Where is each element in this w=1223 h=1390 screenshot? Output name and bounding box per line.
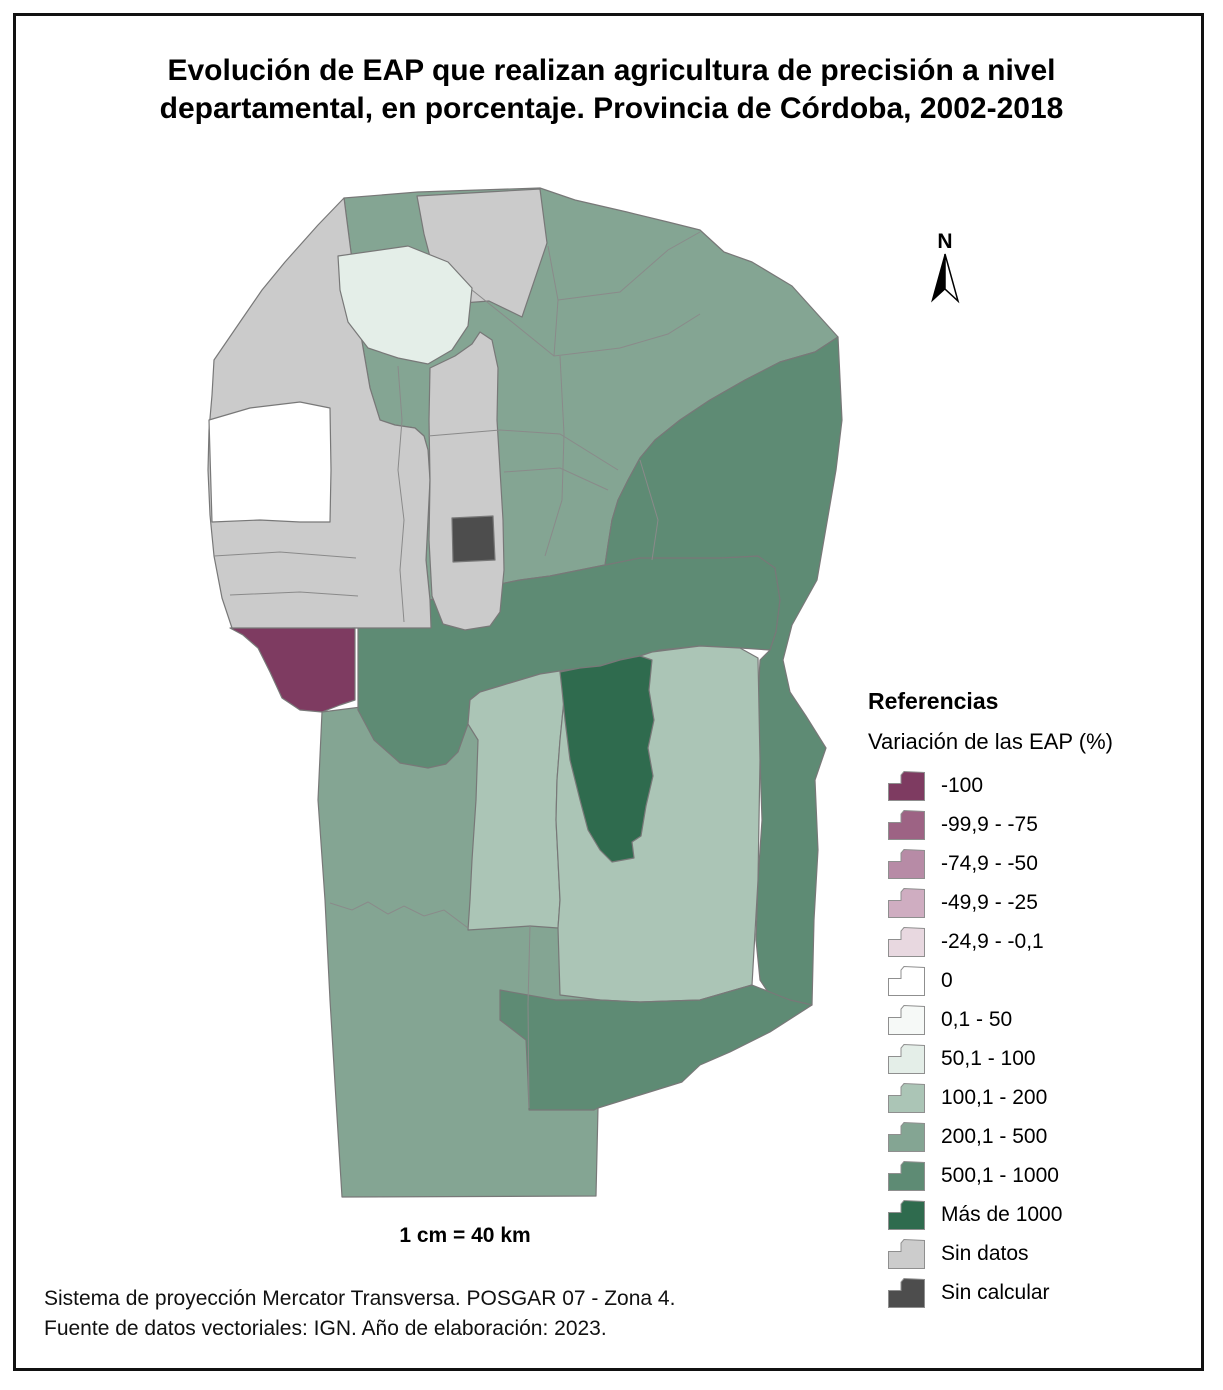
map-border-line-12	[527, 925, 531, 1109]
legend-swatch-shape	[888, 888, 925, 918]
legend-swatch-shape	[888, 1278, 925, 1308]
legend-swatch-icon	[888, 1161, 925, 1191]
legend-item-label: 0,1 - 50	[941, 1008, 1013, 1031]
legend-item-10: 500,1 - 1000	[888, 1161, 1198, 1191]
legend-item-label: 50,1 - 100	[941, 1047, 1036, 1070]
legend-item-label: Más de 1000	[941, 1203, 1063, 1226]
map-region-west-white-region	[208, 401, 332, 523]
legend-item-12: Sin datos	[888, 1239, 1198, 1269]
legend-subtitle: Variación de las EAP (%)	[868, 729, 1113, 754]
legend-swatch-shape	[888, 927, 925, 957]
footnote-source: Fuente de datos vectoriales: IGN. Año de…	[44, 1317, 607, 1340]
map-region-center-west-light-band	[467, 669, 567, 931]
title-line-1: Evolución de EAP que realizan agricultur…	[167, 54, 1056, 87]
legend-swatch-shape	[888, 1122, 925, 1152]
legend-item-label: 200,1 - 500	[941, 1125, 1048, 1148]
title-line-2: departamental, en porcentaje. Provincia …	[159, 92, 1064, 125]
map-border-line-8	[639, 459, 659, 561]
legend-item-0: -100	[888, 771, 1198, 801]
legend-swatch-shape	[888, 1239, 925, 1269]
map-region-southwest-purple-region	[229, 627, 356, 713]
legend-swatch-icon	[888, 888, 925, 918]
legend-item-1: -99,9 - -75	[888, 810, 1198, 840]
map-border-line-1	[557, 231, 701, 301]
legend-item-6: 0,1 - 50	[888, 1005, 1198, 1035]
map-scale-text: 1 cm = 40 km	[399, 1224, 531, 1247]
legend-swatch-icon	[888, 966, 925, 996]
legend-swatch-shape	[888, 1200, 925, 1230]
legend-swatch-icon	[888, 927, 925, 957]
map-border-line-4	[559, 355, 565, 435]
legend-item-3: -49,9 - -25	[888, 888, 1198, 918]
legend-item-label: -24,9 - -0,1	[941, 930, 1044, 953]
map-region-capital-darkgray-square	[451, 515, 496, 563]
map-region-central-gray-strip	[428, 331, 505, 631]
legend-swatch-shape	[888, 1161, 925, 1191]
map-border-line-6	[544, 433, 565, 557]
legend-item-9: 200,1 - 500	[888, 1122, 1198, 1152]
map-border-line-3	[427, 429, 619, 471]
legend-item-label: 100,1 - 200	[941, 1086, 1048, 1109]
map-region-south-central-dark-block	[499, 984, 813, 1111]
legend-items: -100 -99,9 - -75 -74,9 - -50 -49,9 - -25 -24…	[868, 771, 1198, 1308]
legend-swatch-icon	[888, 810, 925, 840]
legend-item-label: -99,9 - -75	[941, 813, 1038, 836]
figure-border	[13, 13, 1204, 1371]
map-region-northeast-east-block	[604, 336, 843, 1006]
legend-swatch-icon	[888, 1239, 925, 1269]
legend-swatch-shape	[888, 1005, 925, 1035]
legend-item-label: 0	[941, 969, 953, 992]
legend-item-label: -49,9 - -25	[941, 891, 1038, 914]
legend-swatch-shape	[888, 1044, 925, 1074]
north-arrow-right-half	[944, 253, 960, 304]
map-region-northwest-verylight-region	[337, 245, 473, 365]
legend-item-label: 500,1 - 1000	[941, 1164, 1059, 1187]
legend-swatch-shape	[888, 771, 925, 801]
legend-swatch-icon	[888, 1005, 925, 1035]
map-border-line-7	[329, 901, 469, 929]
legend-swatch-icon	[888, 1083, 925, 1113]
legend-item-label: Sin datos	[941, 1242, 1029, 1265]
legend-item-2: -74,9 - -50	[888, 849, 1198, 879]
footnote-projection: Sistema de proyección Mercator Transvers…	[44, 1287, 676, 1310]
legend-item-7: 50,1 - 100	[888, 1044, 1198, 1074]
legend-item-label: Sin calcular	[941, 1281, 1050, 1304]
north-arrow-left-half	[931, 253, 946, 303]
map-border-line-10	[213, 551, 357, 559]
figure-title: Evolución de EAP que realizan agricultur…	[0, 52, 1223, 128]
legend-swatch-icon	[888, 771, 925, 801]
legend-swatch-icon	[888, 849, 925, 879]
figure-footnotes: Sistema de proyección Mercator Transvers…	[44, 1284, 675, 1344]
legend-item-8: 100,1 - 200	[888, 1083, 1198, 1113]
legend-swatch-shape	[888, 849, 925, 879]
north-arrow-label: N	[937, 230, 952, 253]
legend-item-5: 0	[888, 966, 1198, 996]
north-arrow-icon: N	[931, 230, 960, 304]
map-internal-borders	[213, 231, 701, 1109]
map-region-central-darkest-blob	[559, 655, 655, 863]
legend-item-13: Sin calcular	[888, 1278, 1198, 1308]
map-border-line-2	[471, 289, 701, 357]
legend-heading: Referencias	[868, 688, 999, 714]
legend: Referencias Variación de las EAP (%) -10…	[868, 688, 1198, 1317]
legend-swatch-shape	[888, 966, 925, 996]
legend-item-4: -24,9 - -0,1	[888, 927, 1198, 957]
legend-item-11: Más de 1000	[888, 1200, 1198, 1230]
map-border-line-11	[229, 591, 359, 597]
legend-swatch-icon	[888, 1122, 925, 1152]
legend-item-label: -74,9 - -50	[941, 852, 1038, 875]
legend-swatch-shape	[888, 810, 925, 840]
map-border-line-5	[503, 467, 609, 491]
legend-item-label: -100	[941, 774, 984, 797]
legend-swatch-icon	[888, 1044, 925, 1074]
legend-swatch-icon	[888, 1200, 925, 1230]
map-border-line-9	[397, 365, 405, 623]
legend-swatch-shape	[888, 1083, 925, 1113]
legend-swatch-icon	[888, 1278, 925, 1308]
map-regions	[207, 187, 843, 1198]
